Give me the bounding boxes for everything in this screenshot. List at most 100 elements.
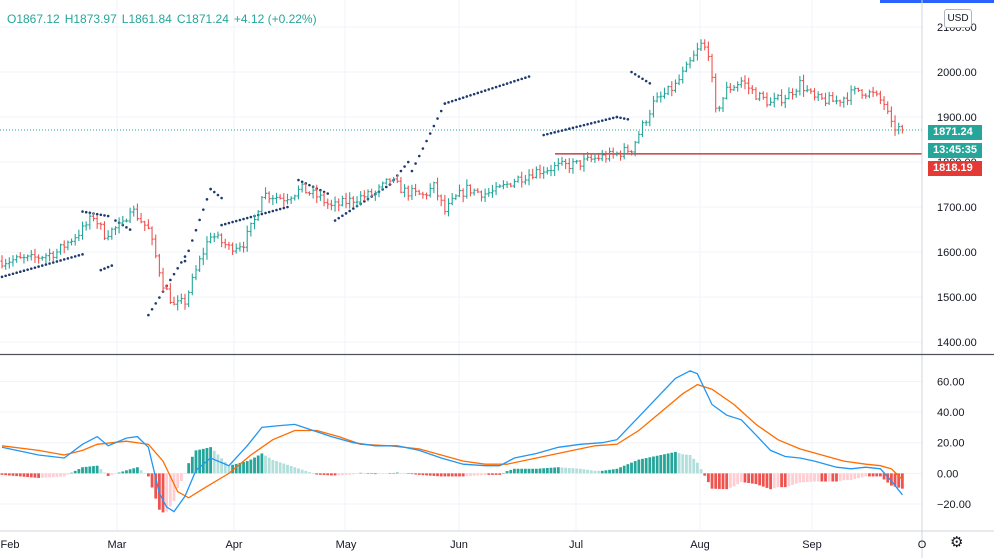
sar-dot [487,88,491,91]
histogram-bar [51,473,55,478]
sar-dot [245,216,249,220]
sar-dot [81,253,84,256]
sar-dot [549,131,553,135]
histogram-bar [831,473,835,482]
histogram-bar [889,473,893,486]
sar-dot [333,219,337,222]
gear-icon[interactable]: ⚙ [950,534,964,551]
histogram-bar [545,467,549,474]
histogram-bar [55,473,59,477]
histogram-bar [253,457,256,474]
ohlc-low: L1861.84 [121,12,172,26]
sar-dot [417,154,421,158]
histogram-bar [275,461,278,474]
sar-dot [191,239,194,242]
sar-dot [578,124,582,128]
histogram-bar [132,468,136,474]
sar-dot [147,313,150,317]
histogram-bar [868,473,871,477]
sar-dot [231,220,234,224]
histogram-bar [882,473,886,480]
sar-dot [297,178,300,182]
ohlc-close: C1871.24 [176,12,229,26]
sar-dot [622,117,626,120]
time-tick-label: O [918,539,927,551]
histogram-bar [827,473,831,482]
sar-dot [436,117,439,120]
currency-button[interactable]: USD [944,9,972,28]
macd-tick-label: 0.00 [937,468,958,480]
histogram-bar [0,473,4,475]
sar-dot [220,196,223,200]
histogram-bar [15,473,19,477]
sar-dot [553,131,556,134]
price-tick-label: 1500.00 [937,292,977,304]
histogram-bar [37,473,40,478]
histogram-bar [84,466,88,474]
sar-dot [220,223,223,227]
histogram-bar [659,454,663,474]
histogram-bar [626,464,630,474]
sar-dot [216,193,220,197]
histogram-bar [322,473,326,475]
histogram-bar [502,472,505,474]
histogram-bar [461,473,465,477]
histogram-bar [802,473,805,483]
sar-dot [84,210,88,214]
sar-dot [450,99,454,103]
histogram-bar [571,468,575,474]
last-price-badge: 1871.24 [928,125,982,140]
histogram-bar [99,469,103,474]
histogram-bar [538,468,542,474]
sar-dot [648,81,652,85]
sar-dot [644,79,648,83]
histogram-bar [384,473,388,474]
macd-lines [1,370,903,513]
sar-dot [44,263,48,266]
sar-dot [575,125,578,129]
sar-dot [223,222,227,226]
sar-dot [348,209,352,213]
histogram-bar [348,473,352,475]
level-price-badge: 1818.19 [928,161,982,176]
histogram-bar [297,468,300,474]
histogram-bar [264,455,267,474]
sar-dot [249,215,253,219]
sar-dot [70,256,73,259]
histogram-bar [608,469,611,474]
histogram-bar [688,454,692,474]
sar-dot [589,122,593,125]
sar-dot [524,76,527,79]
histogram-bar [714,473,718,489]
histogram-bar [619,467,622,474]
histogram-bar [666,453,670,474]
histogram-bar [886,473,890,483]
histogram-bar [106,473,110,477]
sar-dot [0,275,4,279]
sar-dot [8,273,11,277]
ohlc-legend: O1867.12 H1873.97 L1861.84 C1871.24 +4.12 (+… [7,12,322,26]
histogram-bar [26,473,30,478]
sar-dot [22,269,26,272]
sar-dot [194,228,198,232]
histogram-bar [465,473,469,477]
macd-tick-label: 20.00 [937,438,965,450]
sar-dot [439,109,443,113]
histogram-bar [586,469,589,474]
sar-dot [509,81,513,84]
sar-dot [319,188,322,192]
sar-dot [542,133,545,137]
sar-dot [341,214,344,218]
histogram-bar [622,465,626,474]
sar-dot [458,97,461,101]
histogram-bar [652,456,655,474]
sar-dot [114,219,117,222]
sar-dot [88,211,92,215]
histogram-bar [125,470,128,474]
histogram-bar [864,473,868,477]
histogram-bar [860,473,864,478]
histogram-bar [40,473,44,478]
sar-dot [205,198,209,201]
histogram-bar [381,473,385,474]
